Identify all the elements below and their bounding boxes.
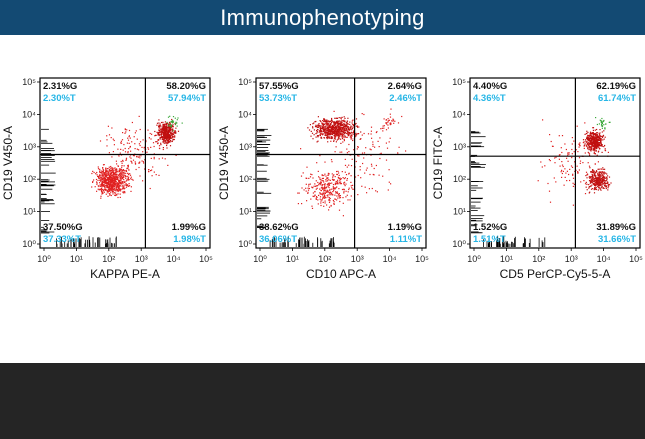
y-tick-label: 10² [239, 174, 252, 184]
scatter-panel-cd10: 57.55%G 53.73%T 2.64%G 2.46%T 38.62%G 36.06%T… [216, 70, 431, 295]
scatter-plot-kappa: 2.31%G2.30%T 58.20%G57.94%T 37.50%G37.33%T… [1, 77, 213, 281]
quadrant-ur-total-pct: 57.94%T [168, 93, 206, 104]
quadrant-ur-total-pct: 2.46%T [389, 93, 422, 104]
x-tick-label: 10³ [565, 254, 578, 264]
x-tick-label: 10¹ [70, 254, 83, 264]
y-tick-label: 10⁵ [22, 77, 36, 87]
x-tick-label: 10³ [351, 254, 364, 264]
x-tick-label: 10⁴ [383, 254, 397, 264]
quadrant-ll-gate-pct: 37.50%G [43, 222, 83, 233]
x-tick-label: 10³ [135, 254, 148, 264]
scatter-plot-cd5: 4.40%G4.36%T 62.19%G61.74%T 1.52%G1.51%T 31… [431, 77, 643, 281]
x-axis-label: KAPPA PE-A [90, 267, 160, 281]
x-tick-label: 10⁵ [629, 254, 643, 264]
x-tick-label: 10⁵ [199, 254, 213, 264]
x-tick-label: 10² [102, 254, 115, 264]
x-tick-label: 10⁰ [467, 254, 481, 264]
y-tick-label: 10³ [23, 142, 36, 152]
quadrant-ul-total-pct: 4.36%T [473, 93, 506, 104]
y-tick-label: 10⁰ [22, 239, 36, 249]
x-tick-label: 10⁰ [253, 254, 267, 264]
y-tick-label: 10⁴ [452, 109, 466, 119]
quadrant-ur-total-pct: 61.74%T [598, 93, 636, 104]
y-tick-label: 10³ [453, 142, 466, 152]
quadrant-ul-gate-pct: 4.40%G [473, 81, 507, 92]
x-axis-label: CD10 APC-A [306, 267, 376, 281]
x-tick-label: 10⁴ [167, 254, 181, 264]
quadrant-ur-gate-pct: 58.20%G [166, 81, 206, 92]
quadrant-ul-total-pct: 53.73%T [259, 93, 297, 104]
event-dots [297, 108, 407, 217]
x-tick-label: 10¹ [500, 254, 513, 264]
event-dots [91, 115, 183, 199]
event-dots [537, 117, 612, 206]
y-tick-label: 10¹ [453, 207, 466, 217]
x-tick-label: 10⁴ [597, 254, 611, 264]
x-tick-label: 10¹ [286, 254, 299, 264]
y-tick-label: 10² [23, 174, 36, 184]
x-tick-label: 10² [318, 254, 331, 264]
y-axis-label: CD19 V450-A [217, 126, 231, 200]
quadrant-lr-total-pct: 1.98%T [173, 234, 206, 245]
quadrant-lr-gate-pct: 1.19%G [388, 222, 422, 233]
page-title: Immunophenotyping [220, 4, 425, 30]
y-axis-label: CD19 V450-A [1, 126, 15, 200]
y-tick-label: 10² [453, 174, 466, 184]
scatter-panel-kappa: 2.31%G 2.30%T 58.20%G 57.94%T 37.50%G 37.33%T… [0, 70, 215, 295]
x-tick-label: 10⁵ [415, 254, 429, 264]
quadrant-ll-total-pct: 37.33%T [43, 234, 81, 245]
quadrant-ur-gate-pct: 62.19%G [596, 81, 636, 92]
quadrant-ur-gate-pct: 2.64%G [388, 81, 422, 92]
y-tick-label: 10¹ [23, 207, 36, 217]
x-axis-label: CD5 PerCP-Cy5-5-A [500, 267, 611, 281]
y-axis-label: CD19 FITC-A [431, 127, 445, 200]
header-banner: Immunophenotyping [0, 0, 645, 35]
quadrant-lr-total-pct: 1.11%T [390, 234, 422, 245]
y-tick-label: 10⁰ [452, 239, 466, 249]
scatter-plot-cd10: 57.55%G53.73%T 2.64%G2.46%T 38.62%G36.06%T… [217, 77, 429, 281]
scatter-panel-cd5: 4.40%G 4.36%T 62.19%G 61.74%T 1.52%G 1.51%T 31… [430, 70, 645, 295]
quadrant-ll-total-pct: 1.51%T [473, 234, 506, 245]
y-tick-label: 10¹ [239, 207, 252, 217]
y-tick-label: 10⁴ [238, 109, 252, 119]
y-tick-label: 10³ [239, 142, 252, 152]
quadrant-ll-total-pct: 36.06%T [259, 234, 297, 245]
x-tick-label: 10⁰ [37, 254, 51, 264]
quadrant-ll-gate-pct: 1.52%G [473, 222, 507, 233]
quadrant-lr-gate-pct: 1.99%G [172, 222, 206, 233]
quadrant-ul-gate-pct: 2.31%G [43, 81, 77, 92]
quadrant-lr-total-pct: 31.66%T [598, 234, 636, 245]
plot-frame [255, 77, 427, 249]
quadrant-ul-total-pct: 2.30%T [43, 93, 76, 104]
y-tick-label: 10⁰ [238, 239, 252, 249]
y-tick-label: 10⁵ [238, 77, 252, 87]
quadrant-lr-gate-pct: 31.89%G [596, 222, 636, 233]
footer-bar [0, 363, 645, 439]
quadrant-ll-gate-pct: 38.62%G [259, 222, 299, 233]
x-tick-label: 10² [532, 254, 545, 264]
y-tick-label: 10⁵ [452, 77, 466, 87]
quadrant-ul-gate-pct: 57.55%G [259, 81, 299, 92]
y-tick-label: 10⁴ [22, 109, 36, 119]
plot-frame [39, 77, 211, 249]
